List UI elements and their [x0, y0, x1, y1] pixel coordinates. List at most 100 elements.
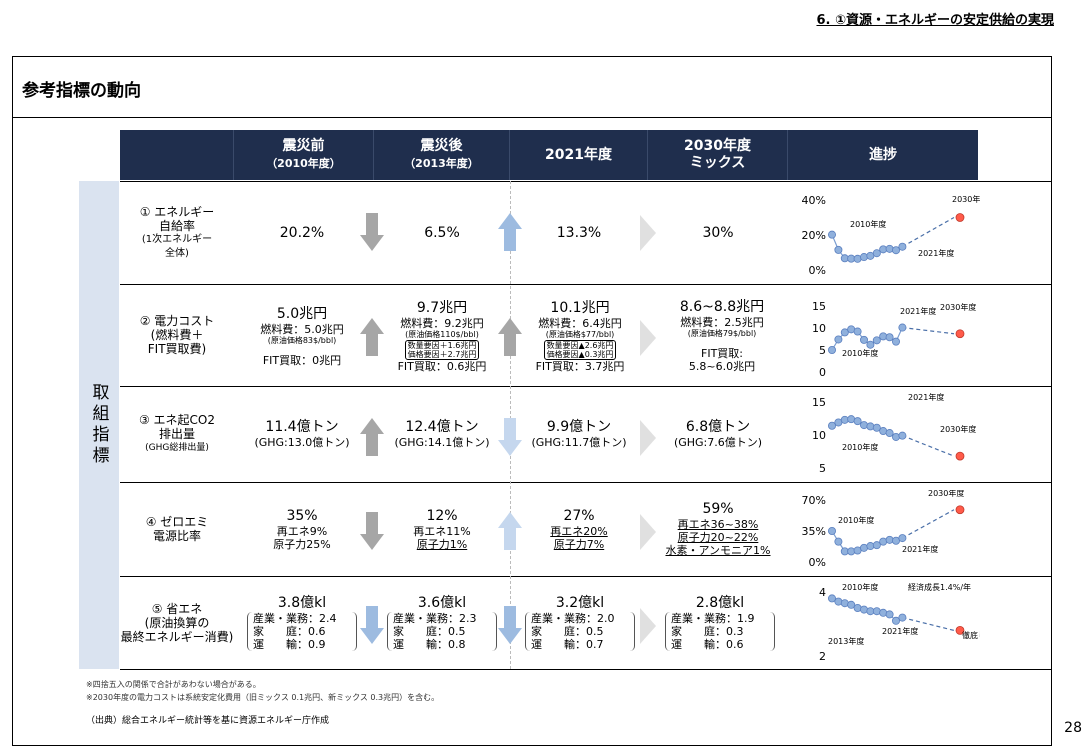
data-point	[898, 431, 907, 440]
chart-annotation: 2021年度	[900, 306, 936, 316]
projection-line	[902, 435, 955, 457]
data-point	[853, 327, 862, 336]
data-point	[853, 417, 862, 426]
data-point	[892, 616, 901, 625]
data-point	[892, 337, 901, 346]
data-point	[860, 335, 869, 344]
footnote-2: ※2030年度の電力コストは系統安定化費用（旧ミックス 0.1兆円、新ミックス …	[86, 693, 440, 702]
row5-2021-value: 3.2億kl 産業・業務：2.0 家 庭：0.5 運 輸：0.7	[522, 578, 638, 667]
data-point	[892, 246, 901, 255]
content-frame	[12, 56, 1052, 746]
y-tick-label: 5	[819, 344, 826, 357]
chart-annotation: 2010年度	[842, 582, 878, 592]
data-point	[898, 613, 907, 622]
y-tick-label: 70%	[802, 494, 826, 507]
up-arrow-icon	[360, 318, 384, 356]
y-tick-label: 4	[819, 586, 826, 599]
target-point	[955, 329, 965, 339]
up-arrow-icon	[498, 213, 522, 251]
down-arrow-icon	[498, 606, 522, 644]
page-header: 6. ①資源・エネルギーの安定供給の実現	[816, 13, 1054, 28]
data-point	[866, 422, 875, 431]
up-arrow-icon	[498, 318, 522, 356]
down-arrow-icon	[360, 606, 384, 644]
data-point	[828, 594, 837, 603]
y-tick-label: 0%	[809, 556, 826, 569]
data-point	[885, 333, 894, 342]
y-tick-label: 40%	[802, 194, 826, 207]
side-label: 取組指標	[79, 181, 119, 669]
row1-label: ① エネルギー 自給率 (1次エネルギー 全体)	[139, 205, 215, 259]
data-point	[828, 346, 837, 355]
target-point	[955, 213, 965, 222]
row3-2030-value: 6.8億トン (GHG:7.6億トン)	[673, 419, 763, 449]
row4-2021-value: 27% 再エネ20% 原子力7%	[550, 507, 608, 551]
header-corner	[120, 130, 234, 180]
row-divider	[120, 386, 1051, 387]
row-divider	[120, 669, 1051, 670]
data-point	[847, 600, 856, 609]
chart-annotation: 2010年度	[838, 515, 874, 525]
row4-label: ④ ゼロエミ 電源比率	[145, 515, 209, 543]
data-point	[892, 432, 901, 441]
page-number: 28	[1064, 720, 1082, 736]
row2-2021-value: 10.1兆円 燃料費：6.4兆円 (原油価格$77/bbl) 数量要因▲2.6兆…	[535, 299, 625, 373]
data-point	[828, 527, 837, 536]
header-col-2021: 2021年度	[510, 130, 648, 180]
chevron-right-icon	[640, 420, 656, 456]
chart-annotation: 2013年度	[828, 636, 864, 646]
row4-2030-value: 59% 再エネ36~38% 原子力20~22% 水素・アンモニア1%	[665, 501, 771, 557]
chart-annotation: 2010年度	[850, 219, 886, 229]
chart-self-sufficiency: 40% 20% 0% 2010年度 2021年度 2030年度	[802, 194, 980, 277]
row3-2010-value: 11.4億トン (GHG:13.0億トン)	[254, 419, 350, 449]
chart-zero-emission: 70% 35% 0% 2010年度 2021年度 2030年度	[802, 490, 965, 569]
header-col-2030: 2030年度 ミックス	[648, 130, 788, 180]
row2-2010-value: 5.0兆円 燃料費：5.0兆円 (原油価格83$/bbl) FIT買取：0兆円	[260, 305, 344, 367]
row1-2030-value: 30%	[702, 224, 734, 241]
data-point	[885, 244, 894, 253]
row3-2021-value: 9.9億トン (GHG:11.7億トン)	[531, 419, 627, 449]
y-tick-label: 2	[819, 650, 826, 663]
section-title: 参考指標の動向	[12, 56, 1052, 118]
data-point	[840, 328, 849, 337]
data-point	[885, 610, 894, 619]
up-arrow-icon	[360, 418, 384, 456]
chevron-right-icon	[640, 215, 656, 251]
row3-2013-value: 12.4億トン (GHG:14.1億トン)	[394, 419, 490, 449]
row1-2013-value: 6.5%	[424, 224, 460, 241]
header-col-2013: 震災後 （2013年度）	[374, 130, 510, 180]
row5-2030-value: 2.8億kl 産業・業務：1.9 家 庭：0.3 運 輸：0.6	[662, 578, 778, 667]
chart-co2: 15 10 5 2010年度 2021年度 2030年度	[812, 392, 976, 475]
chart-annotation: 2030年度	[940, 302, 976, 312]
y-tick-label: 15	[812, 300, 826, 313]
chart-annotation: 2010年度	[842, 348, 878, 358]
data-point	[860, 253, 869, 262]
y-tick-label: 10	[812, 322, 826, 335]
row-divider	[120, 482, 1051, 483]
chart-annotation: 経済成長1.4%/年	[908, 582, 971, 592]
y-tick-label: 20%	[802, 229, 826, 242]
y-tick-label: 0%	[809, 264, 826, 277]
row4-2010-value: 35% 再エネ9% 原子力25%	[273, 507, 331, 551]
down-arrow-icon	[498, 418, 522, 456]
data-point	[866, 340, 875, 349]
chart-annotation: 2021年度	[902, 544, 938, 554]
data-point	[885, 429, 894, 438]
chevron-right-icon	[640, 608, 656, 644]
row2-2030-value: 8.6~8.8兆円 燃料費：2.5兆円 (原油価格79$/bbl) FIT買取:…	[679, 299, 765, 373]
target-point	[955, 505, 965, 515]
row5-2013-value: 3.6億kl 産業・業務：2.3 家 庭：0.5 運 輸：0.8	[384, 578, 500, 667]
data-point	[828, 230, 837, 239]
data-point	[834, 245, 843, 254]
target-point	[955, 626, 965, 635]
data-point	[872, 423, 881, 432]
chart-annotation: 2021年度	[882, 626, 918, 636]
chart-annotation: 2030年度	[940, 424, 976, 434]
data-point	[898, 323, 907, 332]
row-divider	[120, 284, 1051, 285]
projection-line	[902, 326, 955, 335]
row1-2021-value: 13.3%	[556, 224, 602, 241]
header-col-2010: 震災前 （2010年度）	[234, 130, 374, 180]
chart-energy-saving: 4 2 2010年度 2013年度 2021年度 経済成長1.4%/年徹底した省エネ	[819, 582, 980, 663]
header-col-progress: 進捗	[788, 130, 978, 180]
